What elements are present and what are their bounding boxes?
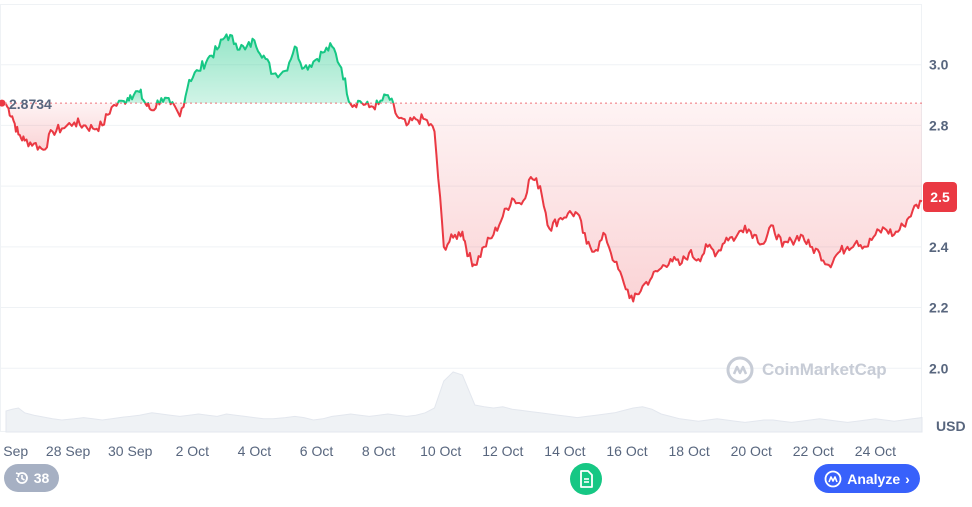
x-tick-label: 20 Oct [731, 443, 772, 459]
line-above-reference [170, 101, 174, 104]
history-count: 38 [33, 470, 50, 486]
watermark: CoinMarketCap [726, 356, 887, 384]
line-above-reference [116, 99, 126, 104]
x-tick-label: 2 Oct [176, 443, 210, 459]
y-axis: 2.0 2.2 2.4 2.8 3.0 [929, 57, 949, 377]
line-above-reference [356, 99, 363, 104]
line-above-reference [155, 99, 160, 104]
y-tick-label: 2.4 [929, 239, 949, 255]
reference-marker [0, 99, 6, 107]
history-button[interactable]: 38 [4, 464, 59, 492]
analyze-button[interactable]: Analyze › [814, 464, 920, 493]
document-icon [580, 470, 593, 488]
line-above-reference [183, 33, 351, 104]
coinmarketcap-logo-icon [726, 356, 754, 384]
x-tick-label: 30 Sep [108, 443, 153, 459]
x-tick-label: 18 Oct [668, 443, 709, 459]
area-below-reference [393, 103, 922, 302]
x-tick-label: 28 Sep [46, 443, 91, 459]
volume-shape [5, 371, 923, 433]
line-above-reference [378, 93, 395, 104]
watermark-text: CoinMarketCap [762, 360, 887, 379]
history-icon [15, 472, 28, 484]
x-tick-label: 22 Oct [793, 443, 834, 459]
area-below-reference [6, 103, 118, 150]
currency-unit-label: USD [936, 418, 966, 434]
price-area [6, 34, 922, 302]
x-tick-label: 26 Sep [0, 443, 28, 459]
line-above-reference [375, 99, 379, 104]
line-below-reference [147, 102, 158, 112]
line-below-reference [157, 102, 161, 106]
analyze-label: Analyze [847, 470, 901, 487]
line-below-reference [377, 102, 381, 106]
line-below-reference [392, 102, 923, 303]
x-tick-label: 12 Oct [482, 443, 523, 459]
y-tick-label: 2.8 [929, 117, 949, 133]
line-below-reference [5, 102, 119, 151]
line-below-reference [169, 102, 173, 106]
y-tick-label: 2.0 [929, 360, 949, 376]
line-below-reference [349, 102, 359, 109]
line-above-reference [365, 100, 369, 104]
x-tick-label: 8 Oct [362, 443, 396, 459]
coinmarketcap-logo-icon [824, 470, 842, 487]
y-tick-label: 2.2 [929, 300, 949, 316]
reference-price-label: 2.8734 [9, 96, 52, 112]
current-price-tag: 2.5 [923, 182, 957, 212]
area-above-reference [184, 34, 350, 104]
line-above-reference [124, 88, 147, 104]
line-below-reference [123, 102, 127, 105]
x-tick-label: 24 Oct [855, 443, 896, 459]
chevron-right-icon: › [905, 470, 910, 487]
line-below-reference [361, 102, 368, 106]
x-axis: 26 Sep 28 Sep 30 Sep 2 Oct 4 Oct 6 Oct 8 Oct 10… [0, 443, 896, 459]
x-tick-label: 4 Oct [238, 443, 272, 459]
news-button[interactable] [570, 463, 602, 495]
x-tick-label: 14 Oct [544, 443, 585, 459]
x-tick-label: 10 Oct [420, 443, 461, 459]
price-line [0, 33, 923, 303]
x-tick-label: 16 Oct [606, 443, 647, 459]
y-tick-label: 3.0 [929, 57, 949, 73]
line-below-reference [366, 102, 378, 111]
line-below-reference [172, 102, 186, 118]
line-above-reference [158, 96, 172, 104]
volume-area [5, 371, 923, 433]
x-tick-label: 6 Oct [300, 443, 334, 459]
